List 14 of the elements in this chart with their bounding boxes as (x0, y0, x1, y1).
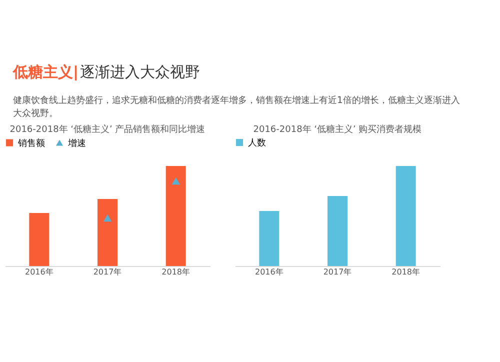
text: 健康饮食线上趋势盛行，追求无糖和低糖的消费者逐年增多，销售额在增速上有近1倍的增长，低糖主义逐渐进入大众视野。 (13, 95, 460, 119)
text: 逐渐进入大众视野 (80, 63, 200, 81)
x-tick-label: 2016年 (24, 268, 54, 276)
text: 低糖主义| (12, 63, 78, 81)
x-tick-label: 2016年 (254, 268, 284, 276)
x-tick-label: 2017年 (93, 268, 122, 276)
chart-title: 2016-2018年 ‘低糖主义’ 购买消费者规模 (253, 124, 422, 135)
x-tick-label: 2018年 (162, 268, 190, 276)
legend-label: 人数 (248, 138, 266, 148)
legend-label: 增速 (67, 138, 86, 149)
x-tick-label: 2018年 (392, 268, 420, 276)
legend-label: 销售额 (17, 138, 45, 149)
chart-title: 2016-2018年 ‘低糖主义’ 产品销售额和同比增速 (10, 124, 206, 135)
x-tick-label: 2017年 (323, 268, 352, 276)
